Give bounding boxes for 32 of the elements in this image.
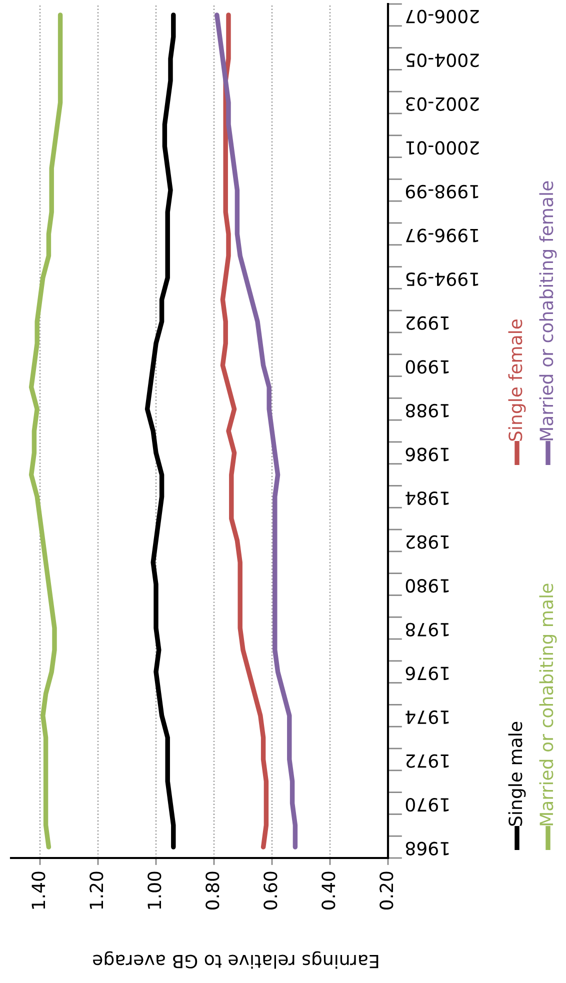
x-tick-label: 0.80 <box>206 872 220 910</box>
x-axis-title: Earnings relative to GB average <box>93 951 378 969</box>
y-tick-label: 1972 <box>406 754 449 768</box>
text: Married or cohabiting female <box>539 181 557 440</box>
y-tick-label: 1984 <box>406 491 449 506</box>
x-tick-label: 0.40 <box>322 872 336 910</box>
y-tick-label: 1994-95 <box>406 272 478 286</box>
y-tick-label: 2002-03 <box>406 97 479 111</box>
y-tick-label: 1996-97 <box>406 228 478 242</box>
text: Married or cohabiting male <box>539 584 557 826</box>
y-tick-label: 2000-01 <box>406 141 479 155</box>
x-tick-label: 0.20 <box>380 872 394 910</box>
y-tick-label: 1992 <box>406 316 449 330</box>
y-tick-label: 1988 <box>406 404 449 418</box>
y-tick-label: 1978 <box>406 622 449 636</box>
y-tick-label: 1980 <box>406 579 449 593</box>
y-tick-label: 1982 <box>406 535 449 549</box>
text: Single male <box>508 722 526 826</box>
x-tick-label: 1.40 <box>32 872 46 909</box>
x-tick-label: 0.60 <box>264 872 278 910</box>
y-tick-label: 1968 <box>406 842 449 856</box>
y-tick-label: 2004-05 <box>406 54 479 68</box>
x-tick-label: 1.00 <box>148 872 162 909</box>
y-tick-label: 1990 <box>406 360 449 374</box>
y-tick-label: 1970 <box>406 798 449 812</box>
y-tick-label: 2006-07 <box>406 10 479 24</box>
y-tick-label: 1976 <box>406 666 449 680</box>
y-tick-label: 1998-99 <box>406 184 478 199</box>
text: Single female <box>508 319 526 441</box>
x-tick-label: 1.20 <box>90 872 104 909</box>
y-tick-label: 1974 <box>406 710 449 724</box>
y-tick-label: 1986 <box>406 448 449 462</box>
